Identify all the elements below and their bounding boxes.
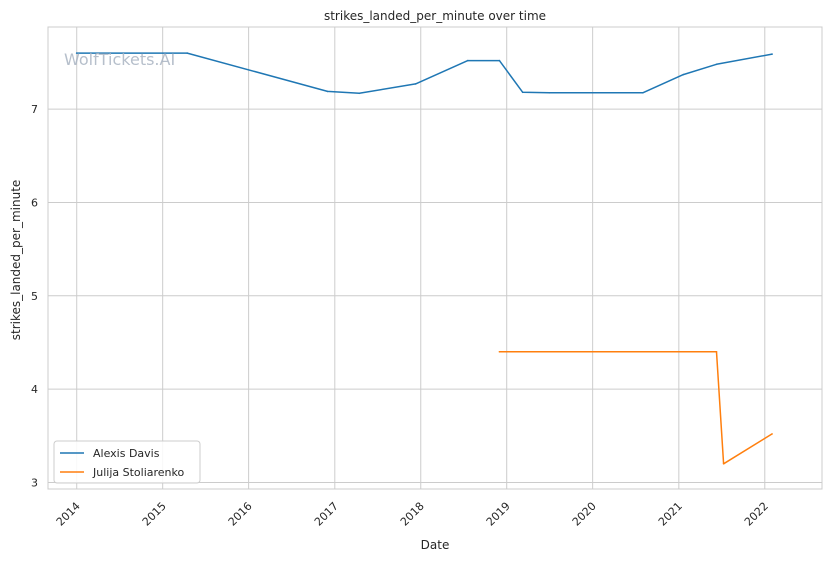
data-point-alexis-davis-9 — [642, 92, 644, 94]
data-point-alexis-davis-10 — [682, 73, 685, 76]
y-tick-label-4: 4 — [31, 383, 38, 396]
series-layer — [75, 52, 773, 465]
legend-label-julija-stoliarenko: Julija Stoliarenko — [92, 466, 184, 479]
y-axis-label: strikes_landed_per_minute — [9, 180, 23, 341]
plot-background — [48, 27, 822, 489]
y-tick-label-7: 7 — [31, 103, 38, 116]
data-point-julija-stoliarenko-1 — [715, 351, 718, 353]
legend-label-alexis-davis: Alexis Davis — [93, 447, 160, 460]
data-point-julija-stoliarenko-0 — [498, 351, 501, 353]
plot-frame — [47, 26, 823, 490]
gridlines — [48, 27, 822, 489]
legend-box — [53, 440, 201, 484]
watermark: WolfTickets.AI — [64, 50, 175, 69]
x-axis-label: Date — [421, 538, 450, 552]
y-tick-label-6: 6 — [31, 196, 38, 209]
y-tick-label-5: 5 — [31, 290, 38, 303]
legend: Alexis Davis Julija Stoliarenko — [53, 440, 201, 484]
data-point-alexis-davis-3 — [358, 92, 361, 95]
data-point-alexis-davis-12 — [771, 53, 773, 55]
data-point-alexis-davis-6 — [498, 59, 501, 62]
data-point-alexis-davis-2 — [326, 90, 329, 93]
data-point-julija-stoliarenko-3 — [771, 433, 773, 435]
data-point-alexis-davis-5 — [467, 59, 469, 62]
data-point-alexis-davis-11 — [715, 63, 718, 66]
data-point-julija-stoliarenko-2 — [722, 463, 725, 465]
data-point-alexis-davis-0 — [75, 52, 78, 54]
data-point-alexis-davis-8 — [548, 92, 551, 94]
y-tick-label-3: 3 — [31, 476, 38, 489]
data-point-alexis-davis-1 — [186, 52, 188, 54]
chart-title: strikes_landed_per_minute over time — [324, 9, 546, 23]
y-axis-ticks: 3 4 5 6 7 — [31, 103, 38, 489]
series-line-julija-stoliarenko — [499, 351, 773, 465]
data-point-alexis-davis-4 — [414, 83, 417, 85]
data-point-alexis-davis-7 — [521, 91, 524, 94]
